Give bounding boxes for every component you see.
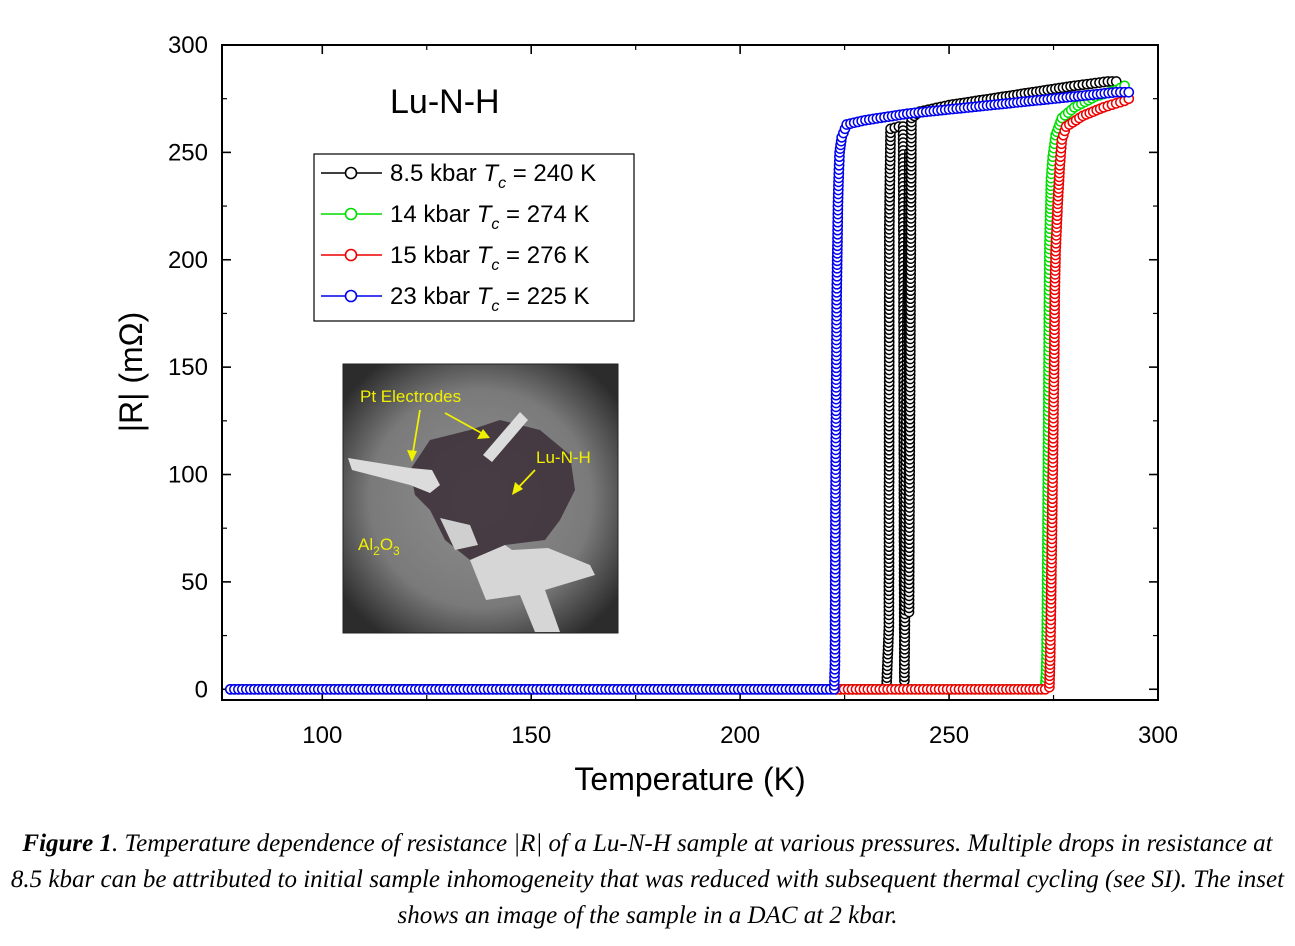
inset-arrow-1 (411, 409, 421, 459)
legend-marker (344, 248, 358, 262)
caption-label: Figure 1 (22, 830, 112, 857)
inset-electrode-left (348, 458, 440, 493)
inset-image: Pt Electrodes Lu-N-H Al2O3 (342, 363, 619, 634)
legend-label: 23 kbar Tc = 225 K (390, 283, 589, 315)
series-line (836, 85, 1125, 690)
x-tick-label: 200 (720, 722, 760, 749)
legend-label: 14 kbar Tc = 274 K (390, 201, 589, 233)
inset-arrow-2 (444, 412, 486, 436)
series-line (836, 98, 1130, 690)
y-tick-label: 150 (168, 354, 208, 381)
x-tick-label: 300 (1138, 722, 1178, 749)
x-tick-label: 250 (929, 722, 969, 749)
legend-marker (344, 207, 358, 221)
legend-label: 8.5 kbar Tc = 240 K (390, 160, 596, 192)
legend-label: 15 kbar Tc = 276 K (390, 242, 589, 274)
inset-label-sample: Lu-N-H (536, 448, 591, 467)
tick-labels: 100 150 200 250 300 0 50 100 150 200 250 300 (168, 32, 1178, 749)
legend-marker (344, 289, 358, 303)
series-15-kbar (830, 93, 1135, 695)
legend-box (313, 153, 635, 322)
legend-entry: 14 kbar Tc = 274 K (321, 201, 589, 233)
plot-frame (221, 44, 1159, 701)
x-tick-label: 100 (302, 722, 342, 749)
legend-entry: 15 kbar Tc = 276 K (321, 242, 589, 274)
legend-entry: 8.5 kbar Tc = 240 K (321, 160, 596, 192)
y-tick-label: 250 (168, 139, 208, 166)
figure-caption: Figure 1. Temperature dependence of resi… (10, 826, 1285, 934)
series-23-kbar (225, 86, 1135, 695)
resistance-chart: 100 150 200 250 300 0 50 100 150 200 250 300 Lu-N-H… (113, 32, 1178, 797)
chart-title: Lu-N-H (390, 83, 500, 121)
x-tick-label: 150 (511, 722, 551, 749)
y-tick-label: 300 (168, 32, 208, 59)
axis-ticks (222, 44, 1159, 700)
legend-entry: 23 kbar Tc = 225 K (321, 283, 589, 315)
y-tick-label: 200 (168, 247, 208, 274)
inset-label-electrodes: Pt Electrodes (360, 387, 461, 406)
y-axis-label: |R| (mΩ) (113, 312, 149, 433)
inset-electrode-top (483, 412, 528, 462)
y-tick-label: 0 (195, 676, 208, 703)
caption-text: . Temperature dependence of resistance |… (10, 830, 1285, 929)
y-tick-label: 50 (181, 569, 208, 596)
series-14-kbar (830, 80, 1130, 695)
legend: 8.5 kbar Tc = 240 K 14 kbar Tc = 274 K 15 … (313, 153, 635, 322)
inset-electrode-lowleft (440, 518, 478, 550)
inset-label-substrate: Al2O3 (358, 535, 400, 558)
y-tick-label: 100 (168, 462, 208, 489)
inset-electrode-bottom (470, 545, 595, 632)
series-layer (225, 76, 1135, 695)
data-point (1123, 86, 1135, 98)
legend-marker (344, 166, 358, 180)
x-axis-label: Temperature (K) (574, 761, 805, 797)
